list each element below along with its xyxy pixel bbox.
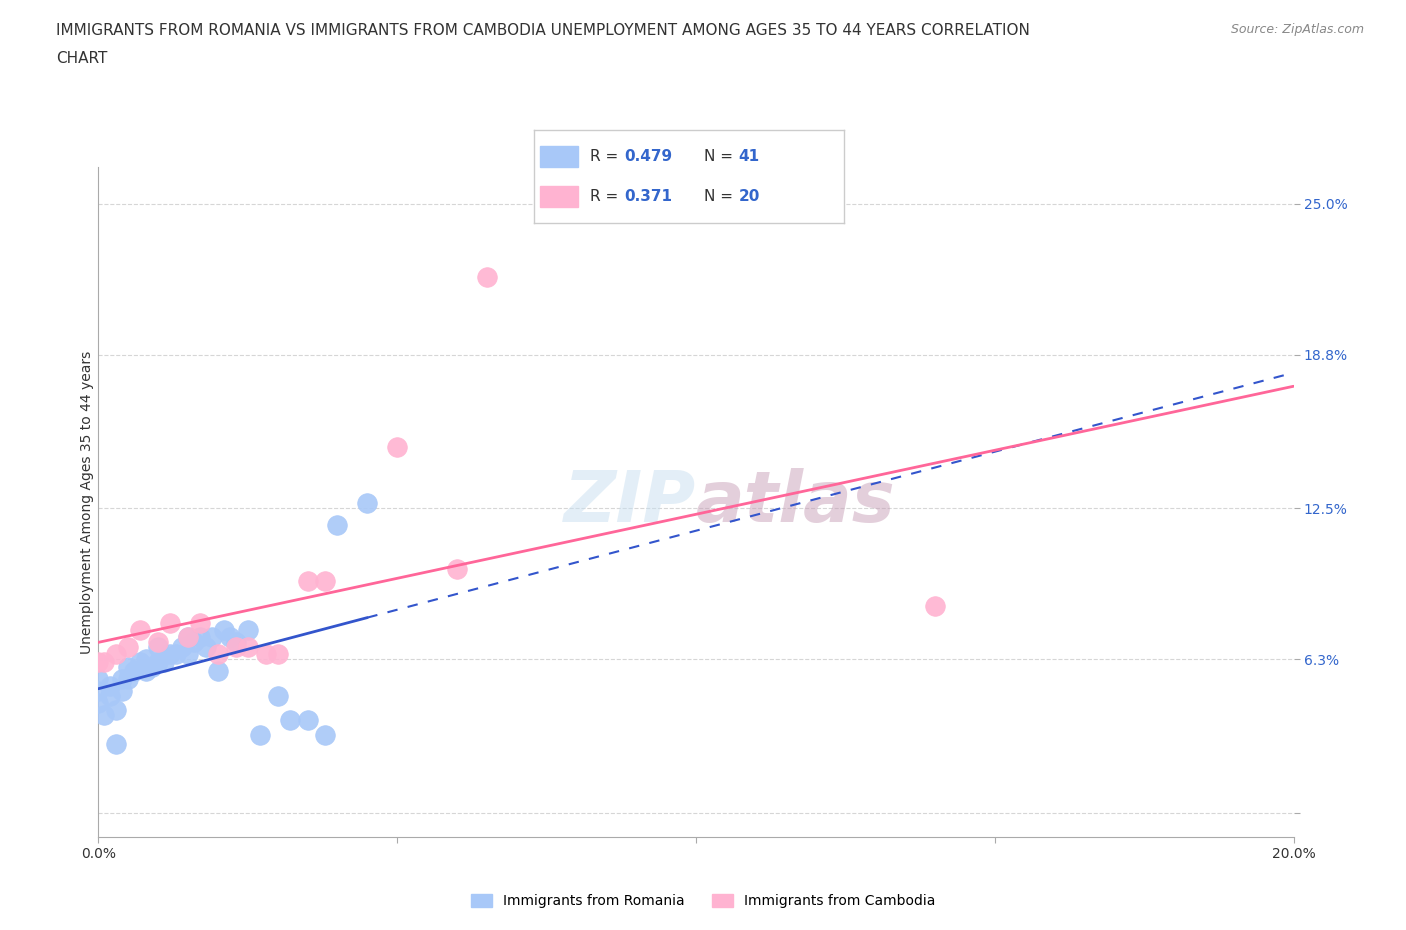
Point bbox=[87, 671, 110, 686]
Point bbox=[207, 664, 229, 679]
Point bbox=[117, 659, 139, 674]
Text: CHART: CHART bbox=[56, 51, 108, 66]
Point bbox=[225, 635, 247, 650]
Point bbox=[98, 679, 122, 694]
Point bbox=[219, 630, 242, 644]
Point bbox=[105, 647, 128, 662]
Point bbox=[87, 654, 110, 669]
Point bbox=[177, 647, 200, 662]
Point bbox=[87, 684, 110, 698]
FancyBboxPatch shape bbox=[540, 147, 578, 167]
Point bbox=[278, 712, 301, 727]
Point bbox=[183, 635, 205, 650]
Text: ZIP: ZIP bbox=[564, 468, 696, 537]
Point bbox=[98, 688, 122, 703]
Point bbox=[212, 622, 235, 637]
Point bbox=[177, 630, 200, 644]
Point bbox=[225, 640, 247, 655]
Point bbox=[188, 616, 211, 631]
Point bbox=[135, 664, 157, 679]
Point bbox=[172, 640, 194, 655]
Point bbox=[177, 630, 200, 644]
Legend: Immigrants from Romania, Immigrants from Cambodia: Immigrants from Romania, Immigrants from… bbox=[465, 889, 941, 914]
Point bbox=[315, 574, 337, 589]
Point bbox=[188, 630, 211, 644]
Point bbox=[236, 640, 259, 655]
Point bbox=[165, 647, 187, 662]
Text: 0.479: 0.479 bbox=[624, 150, 672, 165]
Text: R =: R = bbox=[591, 189, 623, 204]
Point bbox=[315, 727, 337, 742]
Point bbox=[297, 712, 319, 727]
Point bbox=[148, 635, 170, 650]
FancyBboxPatch shape bbox=[540, 186, 578, 207]
Point bbox=[105, 703, 128, 718]
Point bbox=[111, 684, 134, 698]
Point bbox=[159, 616, 181, 631]
Point bbox=[475, 270, 498, 285]
Point bbox=[129, 622, 152, 637]
Point bbox=[254, 647, 277, 662]
Text: IMMIGRANTS FROM ROMANIA VS IMMIGRANTS FROM CAMBODIA UNEMPLOYMENT AMONG AGES 35 T: IMMIGRANTS FROM ROMANIA VS IMMIGRANTS FR… bbox=[56, 23, 1031, 38]
Point bbox=[141, 659, 163, 674]
Point bbox=[236, 622, 259, 637]
Point bbox=[249, 727, 271, 742]
Text: N =: N = bbox=[704, 189, 738, 204]
Point bbox=[194, 640, 218, 655]
Point bbox=[117, 671, 139, 686]
Text: 20: 20 bbox=[738, 189, 759, 204]
Point bbox=[117, 640, 139, 655]
Point bbox=[135, 652, 157, 667]
Point bbox=[207, 647, 229, 662]
Point bbox=[446, 562, 468, 577]
Point bbox=[297, 574, 319, 589]
Point bbox=[201, 630, 224, 644]
Point bbox=[267, 688, 290, 703]
Point bbox=[93, 654, 115, 669]
Point bbox=[385, 440, 409, 455]
Point bbox=[924, 598, 946, 613]
Text: N =: N = bbox=[704, 150, 738, 165]
Text: R =: R = bbox=[591, 150, 623, 165]
Y-axis label: Unemployment Among Ages 35 to 44 years: Unemployment Among Ages 35 to 44 years bbox=[80, 351, 94, 654]
Point bbox=[124, 664, 146, 679]
Point bbox=[148, 640, 170, 655]
Point bbox=[111, 671, 134, 686]
Point bbox=[87, 696, 110, 711]
Point bbox=[326, 518, 349, 533]
Point bbox=[148, 654, 170, 669]
Point bbox=[356, 496, 378, 511]
Point bbox=[159, 647, 181, 662]
Point bbox=[153, 654, 176, 669]
Text: atlas: atlas bbox=[696, 468, 896, 537]
Point bbox=[105, 737, 128, 752]
Point bbox=[93, 708, 115, 723]
Text: Source: ZipAtlas.com: Source: ZipAtlas.com bbox=[1230, 23, 1364, 36]
Text: 0.371: 0.371 bbox=[624, 189, 672, 204]
Point bbox=[267, 647, 290, 662]
Point bbox=[129, 654, 152, 669]
Text: 41: 41 bbox=[738, 150, 759, 165]
